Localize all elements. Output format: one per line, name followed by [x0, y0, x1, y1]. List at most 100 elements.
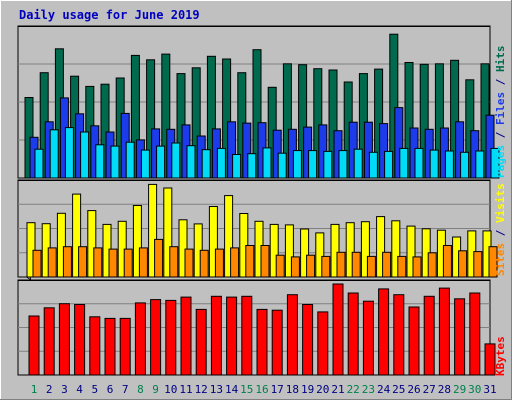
hits-bar-day-14: [222, 58, 232, 179]
visits-sites-legend-part-1: Sites: [494, 243, 507, 276]
kbytes-bar-day-22: [347, 292, 359, 376]
sites-bar-day-22: [351, 251, 361, 278]
hits-panel: [17, 25, 500, 179]
pages-bar-day-28: [444, 150, 454, 179]
kbytes-bar-day-4: [74, 304, 86, 376]
pages-bar-day-23: [368, 151, 378, 179]
kbytes-bar-day-27: [423, 295, 435, 376]
sites-bar-day-18: [290, 256, 300, 278]
kbytes-bar-day-30: [469, 292, 481, 376]
sites-bar-day-7: [123, 248, 133, 278]
sites-bar-day-5: [93, 247, 103, 278]
day-label-21: 21: [331, 383, 344, 396]
pages-bar-day-31: [490, 147, 500, 179]
files-bar-day-14: [227, 121, 237, 179]
pages-bar-day-3: [64, 127, 74, 179]
pages-bar-day-11: [186, 145, 196, 179]
visits-bar-day-8: [132, 205, 142, 278]
day-label-23: 23: [362, 383, 375, 396]
day-label-11: 11: [179, 383, 192, 396]
sites-bar-day-12: [199, 249, 209, 278]
day-label-27: 27: [423, 383, 436, 396]
pages-bar-day-8: [140, 149, 150, 179]
day-label-16: 16: [255, 383, 268, 396]
kbytes-panel: [17, 279, 496, 376]
pages-bar-day-29: [460, 151, 470, 179]
pages-bar-day-21: [338, 150, 348, 179]
files-bar-day-15: [242, 122, 252, 179]
visits-bar-day-5: [87, 210, 97, 278]
pages-bar-day-22: [353, 148, 363, 179]
visits-bar-day-17: [269, 223, 279, 278]
hits-files-pages-legend: Pages / Files / Hits: [494, 46, 507, 179]
sites-bar-day-28: [442, 245, 452, 278]
kbytes-bar-day-7: [119, 317, 131, 376]
visits-bar-day-3: [56, 212, 66, 278]
kbytes-bar-day-15: [241, 295, 253, 376]
day-label-5: 5: [91, 383, 98, 396]
sites-bar-day-6: [108, 248, 118, 278]
day-label-17: 17: [271, 383, 284, 396]
sites-bar-day-26: [412, 256, 422, 278]
hits-bar-day-6: [100, 83, 110, 179]
kbytes-bar-day-28: [438, 287, 450, 376]
sites-bar-day-30: [473, 251, 483, 278]
sites-bar-day-13: [214, 248, 224, 278]
hits-bar-day-20: [313, 68, 323, 179]
visits-bar-day-18: [284, 224, 294, 278]
pages-bar-day-7: [125, 141, 135, 179]
visits-bar-day-22: [345, 222, 355, 278]
hits-bar-day-8: [130, 54, 140, 179]
sites-bar-day-16: [260, 245, 270, 278]
day-label-3: 3: [61, 383, 68, 396]
hits-bar-day-27: [419, 63, 429, 179]
sites-bar-day-1: [32, 249, 42, 278]
visits-sites-legend: Sites / Visits: [494, 183, 507, 276]
kbytes-legend: KBytes: [494, 336, 507, 376]
visits-bar-day-21: [330, 223, 340, 278]
kbytes-legend-part-1: KBytes: [494, 336, 507, 376]
sites-bar-day-17: [275, 254, 285, 278]
sites-bar-day-3: [62, 246, 72, 278]
day-label-6: 6: [107, 383, 114, 396]
day-label-20: 20: [316, 383, 329, 396]
visits-series-sites: [32, 238, 498, 278]
hits-bar-day-25: [389, 33, 399, 179]
day-label-29: 29: [453, 383, 466, 396]
visits-bar-day-23: [360, 221, 370, 278]
visits-sites-legend-part-2: /: [494, 223, 507, 243]
hits-bar-day-29: [450, 59, 460, 179]
visits-series-visits: [26, 183, 492, 278]
sites-bar-day-29: [458, 250, 468, 278]
visits-bar-day-26: [406, 225, 416, 278]
day-label-9: 9: [152, 383, 159, 396]
pages-bar-day-26: [414, 147, 424, 179]
chart-title: Daily usage for June 2019: [19, 8, 200, 22]
day-label-10: 10: [164, 383, 177, 396]
kbytes-bar-day-11: [180, 296, 192, 376]
visits-bar-day-10: [163, 187, 173, 278]
sites-bar-day-2: [47, 247, 57, 278]
sites-bar-day-9: [154, 238, 164, 278]
hits-bar-day-28: [434, 63, 444, 179]
pages-bar-day-14: [232, 154, 242, 179]
kbytes-bar-day-26: [408, 306, 420, 376]
day-label-15: 15: [240, 383, 253, 396]
hits-bar-day-19: [298, 64, 308, 179]
kbytes-bar-day-24: [378, 288, 390, 376]
day-label-4: 4: [76, 383, 83, 396]
sites-bar-day-23: [366, 255, 376, 278]
kbytes-bar-day-20: [317, 311, 329, 376]
pages-bar-day-17: [277, 152, 287, 179]
sites-bar-day-24: [382, 251, 392, 278]
day-label-8: 8: [137, 383, 144, 396]
day-label-14: 14: [225, 383, 239, 396]
hits-bar-day-12: [191, 67, 201, 179]
day-label-25: 25: [392, 383, 405, 396]
sites-bar-day-15: [245, 245, 255, 278]
pages-bar-day-30: [475, 150, 485, 179]
day-label-26: 26: [407, 383, 420, 396]
day-label-18: 18: [286, 383, 299, 396]
kbytes-bar-day-6: [104, 317, 116, 376]
kbytes-bar-day-18: [286, 294, 298, 376]
